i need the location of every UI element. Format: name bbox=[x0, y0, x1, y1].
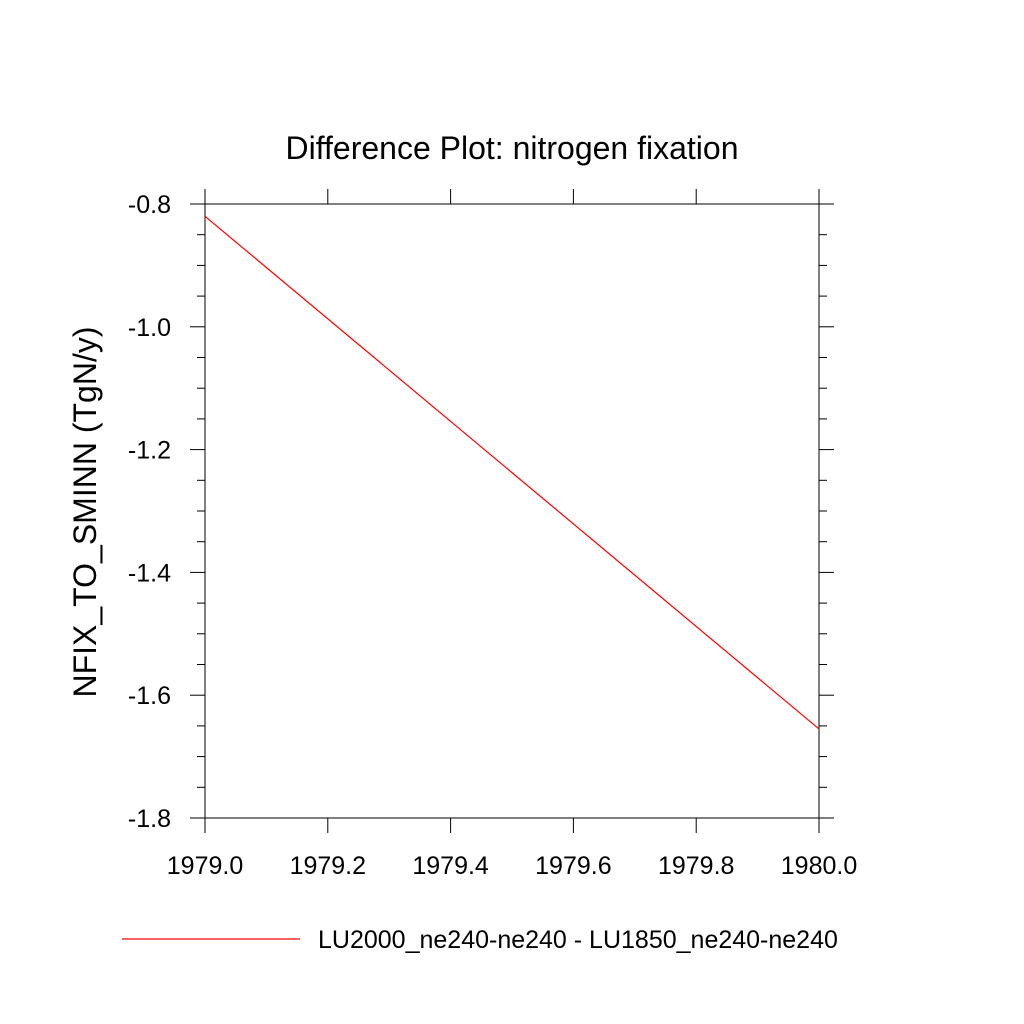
y-tick-label: -1.0 bbox=[128, 314, 171, 342]
x-tick-label: 1979.2 bbox=[290, 852, 366, 880]
y-tick-label: -1.2 bbox=[128, 437, 171, 465]
x-tick-label: 1979.6 bbox=[535, 852, 611, 880]
x-tick-label: 1980.0 bbox=[781, 852, 857, 880]
y-tick-label: -1.8 bbox=[128, 805, 171, 833]
y-tick-label: -1.6 bbox=[128, 682, 171, 710]
y-axis-label: NFIX_TO_SMINN (TgN/y) bbox=[67, 327, 103, 698]
series-layer bbox=[204, 215, 820, 730]
x-tick-label: 1979.4 bbox=[412, 852, 489, 880]
x-tick-label: 1979.8 bbox=[658, 852, 734, 880]
y-tick-label: -0.8 bbox=[128, 191, 171, 219]
legend: LU2000_ne240-ne240 - LU1850_ne240-ne240 bbox=[122, 926, 838, 954]
axis-ticks: 1979.0 1979.2 1979.4 1979.6 1979.8 1980.0 -0.8… bbox=[128, 189, 857, 880]
x-tick-label: 1979.0 bbox=[167, 852, 243, 880]
series-line bbox=[204, 215, 820, 730]
chart-title: Difference Plot: nitrogen fixation bbox=[286, 130, 739, 166]
legend-label: LU2000_ne240-ne240 - LU1850_ne240-ne240 bbox=[318, 926, 838, 954]
plot-frame bbox=[204, 203, 820, 819]
y-tick-label: -1.4 bbox=[128, 559, 171, 587]
